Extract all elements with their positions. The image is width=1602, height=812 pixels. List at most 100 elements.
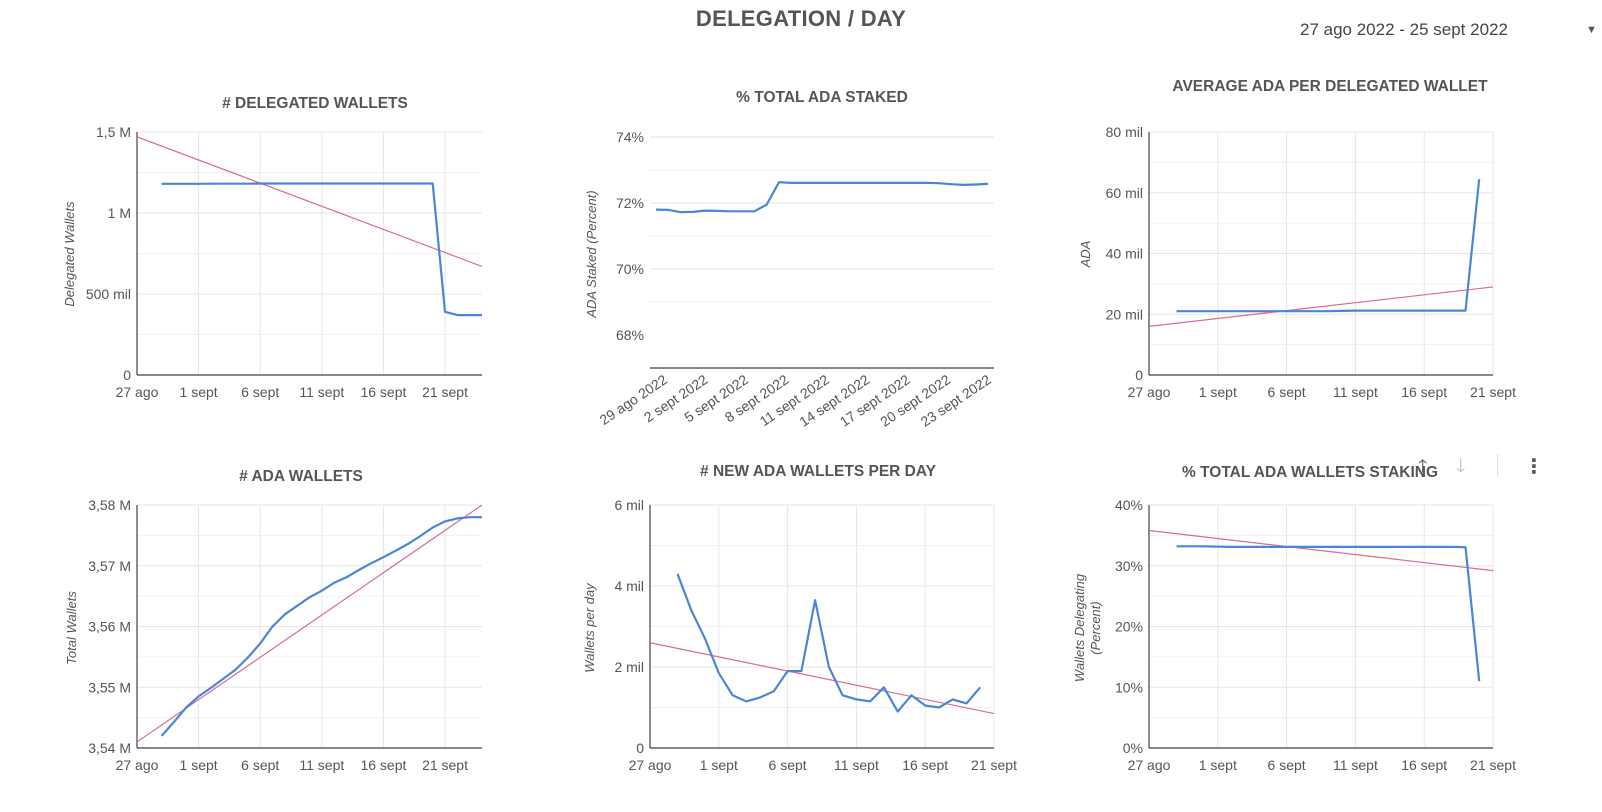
data-point xyxy=(184,705,189,710)
data-point xyxy=(1353,544,1358,549)
data-point xyxy=(744,699,749,704)
data-point xyxy=(307,595,312,600)
data-point xyxy=(924,180,929,185)
data-point xyxy=(307,181,312,186)
data-point xyxy=(801,180,806,185)
chart-ada-wallets[interactable]: # ADA WALLETS 3,54 M 3,55 M 3,56 M 3,57 M 3,5… xyxy=(0,460,530,800)
data-point xyxy=(868,699,873,704)
data-point xyxy=(1270,544,1275,549)
chart-wallets-staking[interactable]: % TOTAL ADA WALLETS STAKING 0% 10% 20% 30% 40… xyxy=(1060,460,1600,800)
x-tick-label: 1 sept xyxy=(180,384,218,400)
y-tick-label: 70% xyxy=(616,261,644,277)
trendline xyxy=(137,505,482,743)
chart-title: # DELEGATED WALLETS xyxy=(222,95,408,112)
series-line xyxy=(1176,545,1481,682)
data-point xyxy=(393,548,398,553)
x-tick-label: 6 sept xyxy=(241,384,279,400)
data-point xyxy=(1188,544,1193,549)
data-point xyxy=(270,181,275,186)
data-point xyxy=(443,309,448,314)
x-tick-label: 21 sept xyxy=(422,384,468,400)
data-point xyxy=(369,561,374,566)
y-tick-label: 72% xyxy=(616,195,644,211)
chart-svg: # DELEGATED WALLETS 0 500 mil 1 M 1,5 M 27 ag… xyxy=(62,95,482,400)
data-point xyxy=(332,580,337,585)
x-tick-label: 11 sept xyxy=(1333,384,1378,400)
data-point xyxy=(1325,544,1330,549)
arrow-up-icon[interactable]: 🡑 xyxy=(1418,456,1428,476)
data-point xyxy=(895,709,900,714)
data-point xyxy=(1380,544,1385,549)
chart-svg: AVERAGE ADA PER DELEGATED WALLET 0 20 mil 4… xyxy=(1078,78,1516,400)
caret-down-icon[interactable]: ▼ xyxy=(1586,24,1597,36)
y-tick-label: 0 xyxy=(1135,367,1143,383)
data-point xyxy=(1174,544,1179,549)
data-point xyxy=(666,207,671,212)
y-tick-label: 3,58 M xyxy=(88,497,131,513)
data-point xyxy=(1202,544,1207,549)
x-tick-label: 6 sept xyxy=(241,757,279,773)
chart-delegated-wallets[interactable]: # DELEGATED WALLETS 0 500 mil 1 M 1,5 M 27 ag… xyxy=(0,84,530,424)
x-tick-label: 27 ago xyxy=(629,757,672,773)
data-point xyxy=(716,671,721,676)
chart-title: # ADA WALLETS xyxy=(239,468,363,485)
data-point xyxy=(678,210,683,215)
y-tick-label: 68% xyxy=(616,327,644,343)
data-point xyxy=(758,695,763,700)
data-point xyxy=(1284,544,1289,549)
x-tick-label: 11 sept xyxy=(834,757,879,773)
data-point xyxy=(964,701,969,706)
data-point xyxy=(159,181,164,186)
y-tick-label: 1 M xyxy=(108,205,131,221)
data-point xyxy=(1394,308,1399,313)
data-point xyxy=(1174,309,1179,314)
y-tick-label: 0% xyxy=(1123,740,1143,756)
data-point xyxy=(332,181,337,186)
arrow-down-icon[interactable]: 🡓 xyxy=(1456,456,1466,476)
data-point xyxy=(1270,309,1275,314)
y-tick-label: 3,54 M xyxy=(88,740,131,756)
data-point xyxy=(1449,308,1454,313)
data-point xyxy=(1215,309,1220,314)
data-point xyxy=(973,182,978,187)
data-point xyxy=(406,541,411,546)
data-point xyxy=(838,180,843,185)
data-point xyxy=(1380,308,1385,313)
data-point xyxy=(950,697,955,702)
more-vert-icon[interactable]: ⋮ xyxy=(1524,456,1544,478)
data-point xyxy=(654,207,659,212)
data-point xyxy=(1435,308,1440,313)
chart-average-ada[interactable]: AVERAGE ADA PER DELEGATED WALLET 0 20 mil 4… xyxy=(1060,72,1600,422)
data-point xyxy=(689,608,694,613)
series-line xyxy=(1176,178,1481,313)
x-tick-label: 1 sept xyxy=(180,757,218,773)
data-point xyxy=(1298,544,1303,549)
y-tick-label: 74% xyxy=(616,129,644,145)
x-tick-label: 1 sept xyxy=(1199,384,1237,400)
chart-new-ada-wallets[interactable]: # NEW ADA WALLETS PER DAY 0 2 mil 4 mil 6 mi… xyxy=(530,460,1060,800)
x-tick-label: 21 sept xyxy=(971,757,1017,773)
date-range-picker[interactable]: 27 ago 2022 - 25 sept 2022 xyxy=(1300,20,1508,39)
data-point xyxy=(1229,309,1234,314)
data-point xyxy=(863,180,868,185)
x-tick-label: 11 sept xyxy=(1333,757,1378,773)
x-tick-label: 16 sept xyxy=(1401,384,1447,400)
y-tick-label: 4 mil xyxy=(614,578,644,594)
data-point xyxy=(1477,177,1482,182)
y-tick-label: 500 mil xyxy=(86,286,131,302)
data-point xyxy=(418,181,423,186)
data-point xyxy=(381,555,386,560)
data-point xyxy=(258,181,263,186)
chart-total-ada-staked[interactable]: % TOTAL ADA STAKED 68% 70% 72% 74% 29 ago 202… xyxy=(530,84,1060,444)
y-axis-label: Total Wallets xyxy=(64,591,79,665)
data-point xyxy=(1202,309,1207,314)
x-tick-label: 6 sept xyxy=(1268,757,1306,773)
data-point xyxy=(826,665,831,670)
data-point xyxy=(1312,309,1317,314)
data-point xyxy=(985,181,990,186)
data-point xyxy=(887,180,892,185)
trendline xyxy=(650,642,994,715)
x-tick-label: 16 sept xyxy=(360,384,406,400)
data-point xyxy=(381,181,386,186)
